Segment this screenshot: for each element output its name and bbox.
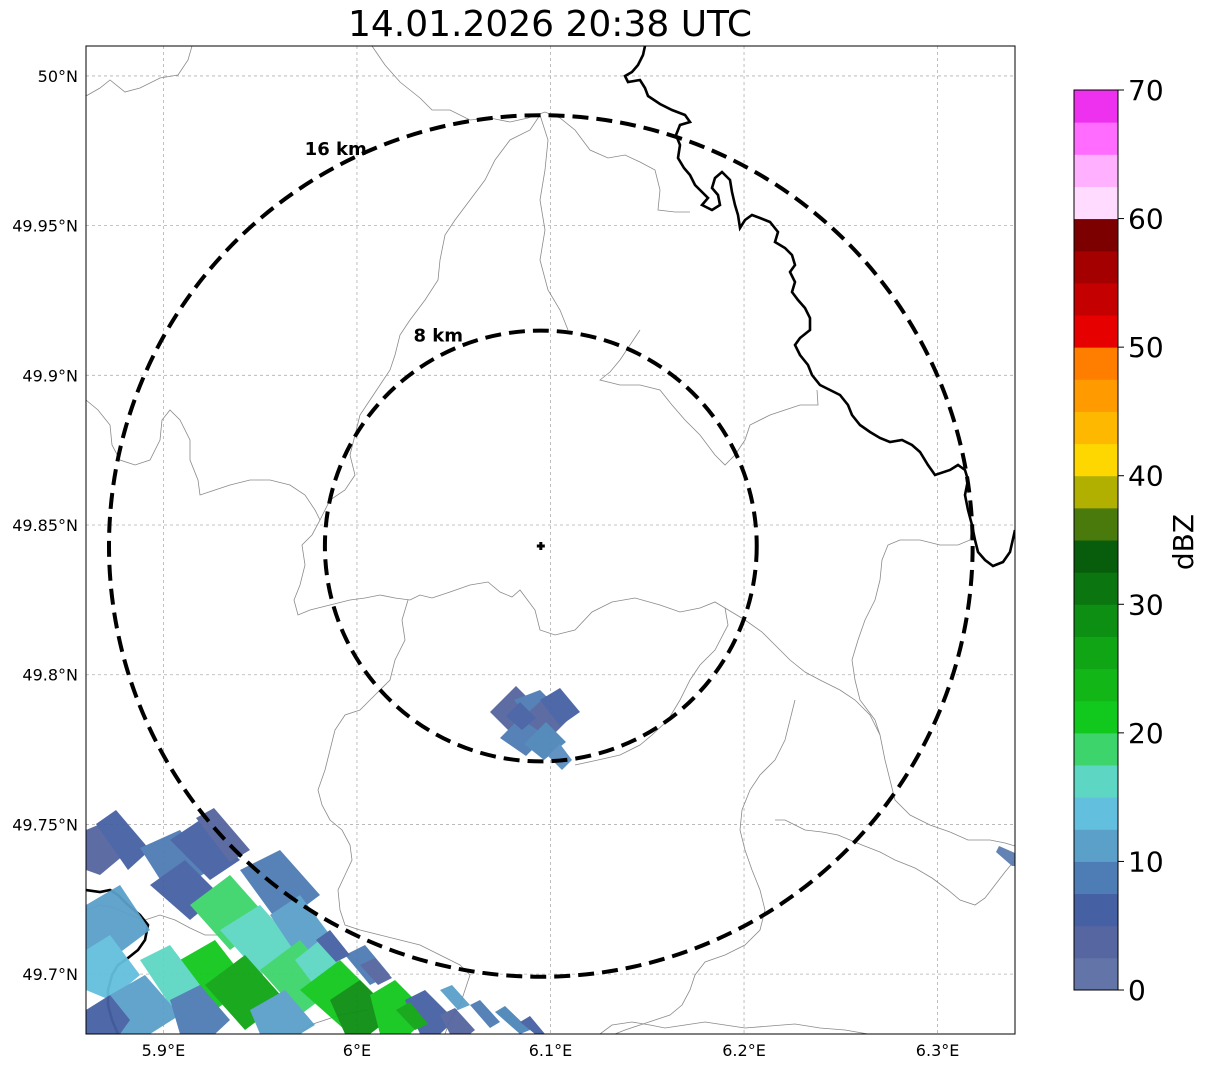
map-title: 14.01.2026 20:38 UTC (347, 4, 753, 45)
colorbar-segment (1074, 507, 1118, 541)
colorbar-segment (1074, 765, 1118, 798)
colorbar-segment (1074, 604, 1118, 637)
y-tick-label: 49.75°N (12, 815, 78, 834)
colorbar-segment (1074, 122, 1118, 155)
colorbar-frame (1073, 89, 1119, 991)
y-tick-label: 49.8°N (22, 666, 78, 685)
graticule (86, 46, 1015, 1034)
colorbar-tick-label: 0 (1128, 974, 1146, 1007)
reflectivity-echoes (86, 686, 1015, 1034)
colorbar-ticks: 0 10 20 30 40 50 60 70 (1118, 74, 1164, 1007)
colorbar-segment (1074, 572, 1118, 605)
colorbar-segment (1074, 186, 1118, 220)
x-tick-label: 6.2°E (722, 1041, 766, 1060)
colorbar-segment (1074, 861, 1118, 895)
colorbar-segment (1074, 379, 1118, 412)
colorbar-segment (1074, 797, 1118, 830)
colorbar-segment (1074, 957, 1118, 991)
y-tick-label: 49.85°N (12, 516, 78, 535)
colorbar-segment (1074, 893, 1118, 927)
map-frame (85, 45, 1016, 1035)
colorbar-segment (1074, 475, 1118, 509)
longitude-ticks: 5.9°E 6°E 6.1°E 6.2°E 6.3°E (142, 1041, 960, 1060)
colorbar-tick-label: 60 (1128, 203, 1164, 236)
colorbar-tick-label: 20 (1128, 717, 1164, 750)
colorbar-segment (1074, 925, 1118, 959)
colorbar-tick-label: 30 (1128, 588, 1164, 621)
range-ring-16km (106, 113, 975, 979)
colorbar-segment (1074, 411, 1118, 445)
colorbar-segment (1074, 90, 1118, 123)
colorbar-tick-label: 50 (1128, 331, 1164, 364)
colorbar-segment (1074, 315, 1118, 348)
echo-band-southwest (86, 808, 545, 1034)
x-tick-label: 6.1°E (529, 1041, 573, 1060)
latitude-ticks: 50°N 49.95°N 49.9°N 49.85°N 49.8°N 49.75°N 49.… (12, 67, 78, 984)
y-tick-label: 49.7°N (22, 965, 78, 984)
colorbar-segment (1074, 250, 1118, 284)
colorbar-segment (1074, 636, 1118, 670)
y-tick-label: 49.9°N (22, 366, 78, 385)
colorbar-label: dBZ (1167, 514, 1200, 570)
colorbar-segment (1074, 443, 1118, 477)
echo-cell-south (490, 686, 580, 770)
radar-site-marker (536, 541, 545, 550)
y-tick-label: 50°N (38, 67, 78, 86)
reflectivity-colorbar (1073, 89, 1119, 991)
colorbar-segment (1074, 732, 1118, 766)
echo-east-edge (996, 846, 1015, 866)
colorbar-segment (1074, 700, 1118, 734)
range-rings (106, 113, 975, 979)
colorbar-segment (1074, 829, 1118, 862)
colorbar-segment (1074, 347, 1118, 380)
colorbar-segment (1074, 282, 1118, 316)
range-ring-label: 8 km (413, 325, 463, 346)
y-tick-label: 49.95°N (12, 217, 78, 236)
x-tick-label: 6°E (343, 1041, 371, 1060)
x-tick-label: 6.3°E (916, 1041, 960, 1060)
colorbar-tick-label: 10 (1128, 845, 1164, 878)
colorbar-segment (1074, 154, 1118, 187)
colorbar-segment (1074, 540, 1118, 573)
colorbar-tick-label: 70 (1128, 74, 1164, 107)
range-ring-8km (322, 328, 759, 764)
range-ring-label: 16 km (305, 139, 367, 160)
x-tick-label: 5.9°E (142, 1041, 186, 1060)
colorbar-segment (1074, 218, 1118, 252)
range-ring-labels: 8 km 16 km (305, 139, 463, 347)
colorbar-segment (1074, 668, 1118, 702)
colorbar-tick-label: 40 (1128, 460, 1164, 493)
